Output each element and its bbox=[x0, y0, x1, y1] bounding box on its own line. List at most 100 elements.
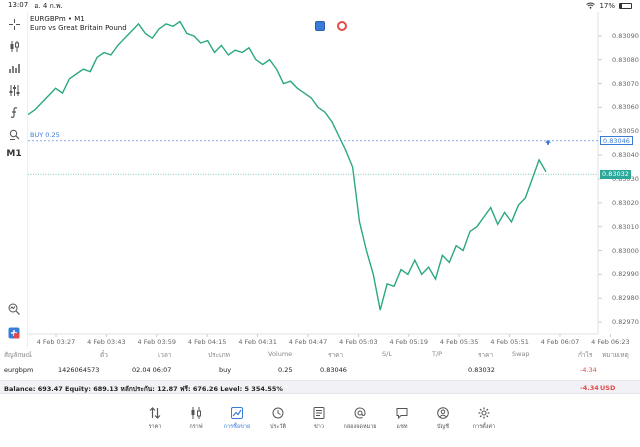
mailbox-at-icon bbox=[352, 406, 368, 420]
header-price: ราคา bbox=[478, 351, 494, 359]
battery-percent: 17% bbox=[599, 2, 615, 10]
one-click-trading-icon[interactable] bbox=[3, 325, 25, 341]
one-click-buy-icon[interactable] bbox=[315, 21, 325, 31]
total-profit: -4.34 bbox=[580, 384, 599, 392]
profit-currency: USD bbox=[600, 384, 616, 392]
tab-chat-label: แชท bbox=[396, 424, 408, 430]
settings-gear-icon bbox=[476, 406, 492, 420]
x-tick-label: 4 Feb 05:03 bbox=[339, 338, 378, 346]
tab-account[interactable]: บัญชี bbox=[421, 406, 465, 431]
crosshair-icon[interactable] bbox=[3, 16, 25, 32]
position-row[interactable]: eurgbpm 1426064573 02.04 06:07 buy 0.25 … bbox=[0, 363, 640, 377]
candles-icon bbox=[188, 406, 204, 420]
y-tick-label: 0.83000 bbox=[612, 246, 639, 255]
function-icon[interactable] bbox=[3, 104, 25, 120]
chart-canvas bbox=[28, 12, 611, 337]
position-profit: -4.34 bbox=[580, 366, 597, 374]
tab-mailbox-label: กล่องจดหมาย bbox=[343, 424, 377, 430]
header-open-price: ราคา bbox=[328, 351, 344, 359]
header-comment: หมายเหตุ bbox=[602, 351, 629, 359]
trade-chart-icon bbox=[229, 406, 245, 420]
x-tick-label: 4 Feb 04:15 bbox=[187, 338, 227, 346]
y-tick-label: 0.83090 bbox=[612, 31, 639, 40]
indicators-bars-icon[interactable] bbox=[3, 60, 25, 76]
y-tick-label: 0.83080 bbox=[612, 55, 639, 64]
price-chart[interactable]: EURGBPm • M1 Euro vs Great Britain Pound… bbox=[28, 12, 640, 347]
x-tick-label: 4 Feb 05:35 bbox=[439, 338, 479, 346]
header-tp: T/P bbox=[432, 350, 443, 358]
battery-icon bbox=[619, 3, 632, 9]
balance-summary: Balance: 693.47 Equity: 689.13 หลักประกั… bbox=[4, 385, 283, 393]
timeframe-button[interactable]: M1 bbox=[6, 149, 22, 159]
tab-chat[interactable]: แชท bbox=[380, 406, 424, 431]
x-tick-label: 4 Feb 03:59 bbox=[137, 338, 177, 346]
y-tick-label: 0.82990 bbox=[612, 270, 639, 279]
sliders-settings-icon[interactable] bbox=[3, 82, 25, 98]
position-volume: 0.25 bbox=[278, 366, 293, 374]
header-ticket: ตั๋ว bbox=[100, 351, 108, 359]
candles-type-icon[interactable] bbox=[3, 38, 25, 54]
tab-settings[interactable]: การตั้งค่า bbox=[462, 406, 506, 431]
y-tick-label: 0.82980 bbox=[612, 294, 639, 303]
buy-arrow-marker bbox=[545, 139, 551, 145]
tab-news-label: ข่าว bbox=[314, 424, 324, 430]
positions-header-row: สัญลักษณ์ ตั๋ว เวลา ประเภท Volume ราคา S… bbox=[0, 347, 640, 361]
price-series-line bbox=[28, 20, 547, 311]
bottom-tab-bar: ราคา กราฟ การซื้อขาย ประวัติ ข่าว กล่องจ… bbox=[0, 404, 640, 447]
status-date: อ. 4 ก.พ. bbox=[34, 1, 63, 10]
chart-toolbar: M1 bbox=[0, 12, 28, 347]
history-clock-icon bbox=[270, 406, 286, 420]
header-profit: กำไร bbox=[578, 351, 593, 359]
y-tick-label: 0.83070 bbox=[612, 79, 639, 88]
news-icon bbox=[311, 406, 327, 420]
bid-price-tag: 0.83032 bbox=[600, 169, 631, 179]
tab-chart-label: กราฟ bbox=[189, 424, 203, 430]
y-tick-label: 0.83010 bbox=[612, 222, 639, 231]
header-volume: Volume bbox=[268, 350, 293, 358]
objects-search-icon[interactable] bbox=[3, 126, 25, 142]
x-tick-label: 4 Feb 03:27 bbox=[36, 338, 76, 346]
zoom-search-icon[interactable] bbox=[3, 301, 25, 317]
y-tick-label: 0.83040 bbox=[612, 151, 639, 160]
tab-trade-label: การซื้อขาย bbox=[223, 424, 251, 430]
wifi-icon bbox=[586, 2, 596, 11]
y-tick-label: 0.83030 bbox=[612, 174, 639, 183]
tab-history-label: ประวัติ bbox=[269, 424, 287, 430]
x-tick-label: 4 Feb 06:23 bbox=[591, 338, 630, 346]
positions-table: สัญลักษณ์ ตั๋ว เวลา ประเภท Volume ราคา S… bbox=[0, 347, 640, 380]
account-summary-bar: Balance: 693.47 Equity: 689.13 หลักประกั… bbox=[0, 380, 640, 394]
account-icon bbox=[435, 406, 451, 420]
header-symbol: สัญลักษณ์ bbox=[4, 351, 32, 359]
x-tick-label: 4 Feb 04:47 bbox=[288, 338, 328, 346]
status-bar: 13:07 อ. 4 ก.พ. 17% bbox=[0, 0, 640, 12]
tab-chart[interactable]: กราฟ bbox=[174, 406, 218, 431]
one-click-sell-icon[interactable] bbox=[337, 21, 347, 31]
tab-trade[interactable]: การซื้อขาย bbox=[215, 406, 259, 431]
header-type: ประเภท bbox=[208, 351, 230, 359]
header-time: เวลา bbox=[158, 351, 172, 359]
symbol-label: EURGBPm • M1 bbox=[30, 15, 85, 23]
status-time: 13:07 bbox=[8, 0, 29, 9]
tab-mailbox[interactable]: กล่องจดหมาย bbox=[338, 406, 382, 431]
chat-icon bbox=[394, 406, 410, 420]
buy-price-tag: 0.83046 bbox=[600, 136, 633, 146]
buy-line-label: BUY 0.25 bbox=[30, 130, 60, 139]
x-tick-label: 4 Feb 05:51 bbox=[490, 338, 529, 346]
tab-quotes[interactable]: ราคา bbox=[133, 406, 177, 431]
y-tick-label: 0.83020 bbox=[612, 198, 639, 207]
y-tick-label: 0.83060 bbox=[612, 103, 639, 112]
tab-account-label: บัญชี bbox=[437, 424, 449, 430]
quotes-arrows-icon bbox=[147, 406, 163, 420]
header-sl: S/L bbox=[382, 350, 392, 358]
position-ticket: 1426064573 bbox=[58, 366, 100, 374]
position-type: buy bbox=[219, 366, 232, 374]
tab-news[interactable]: ข่าว bbox=[297, 406, 341, 431]
position-current-price: 0.83032 bbox=[468, 366, 495, 374]
x-tick-label: 4 Feb 04:31 bbox=[238, 338, 277, 346]
y-tick-label: 0.83050 bbox=[612, 127, 639, 136]
position-time: 02.04 06:07 bbox=[132, 366, 172, 374]
position-symbol: eurgbpm bbox=[4, 366, 34, 374]
tab-history[interactable]: ประวัติ bbox=[256, 406, 300, 431]
symbol-description: Euro vs Great Britain Pound bbox=[30, 24, 127, 32]
header-swap: Swap bbox=[512, 350, 530, 358]
